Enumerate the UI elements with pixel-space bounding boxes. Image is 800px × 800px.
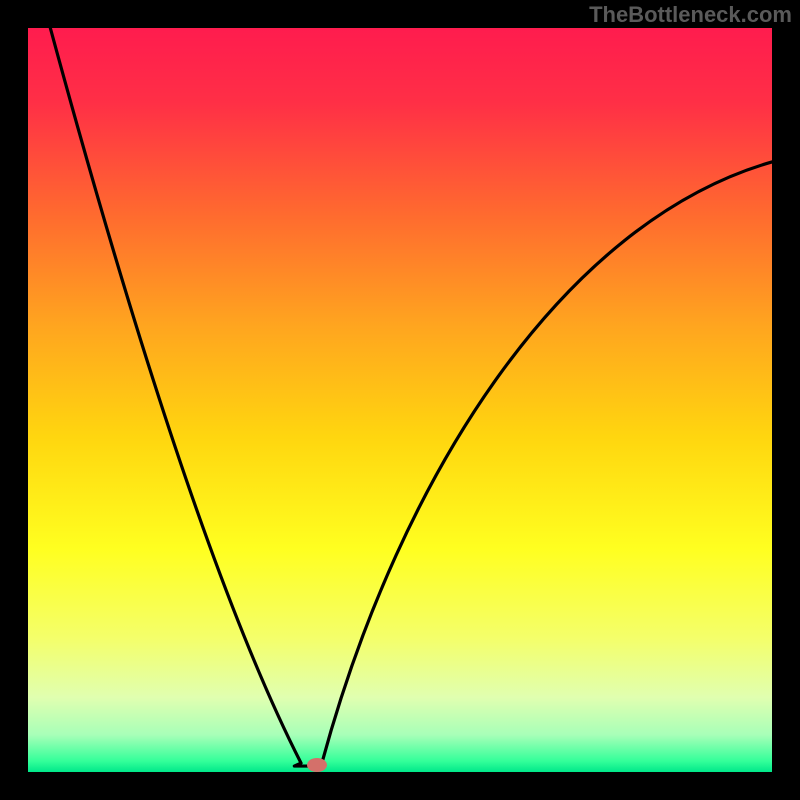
optimal-point-marker <box>307 758 327 772</box>
watermark-text: TheBottleneck.com <box>589 2 792 28</box>
chart-container: TheBottleneck.com <box>0 0 800 800</box>
bottleneck-curve <box>0 0 800 800</box>
